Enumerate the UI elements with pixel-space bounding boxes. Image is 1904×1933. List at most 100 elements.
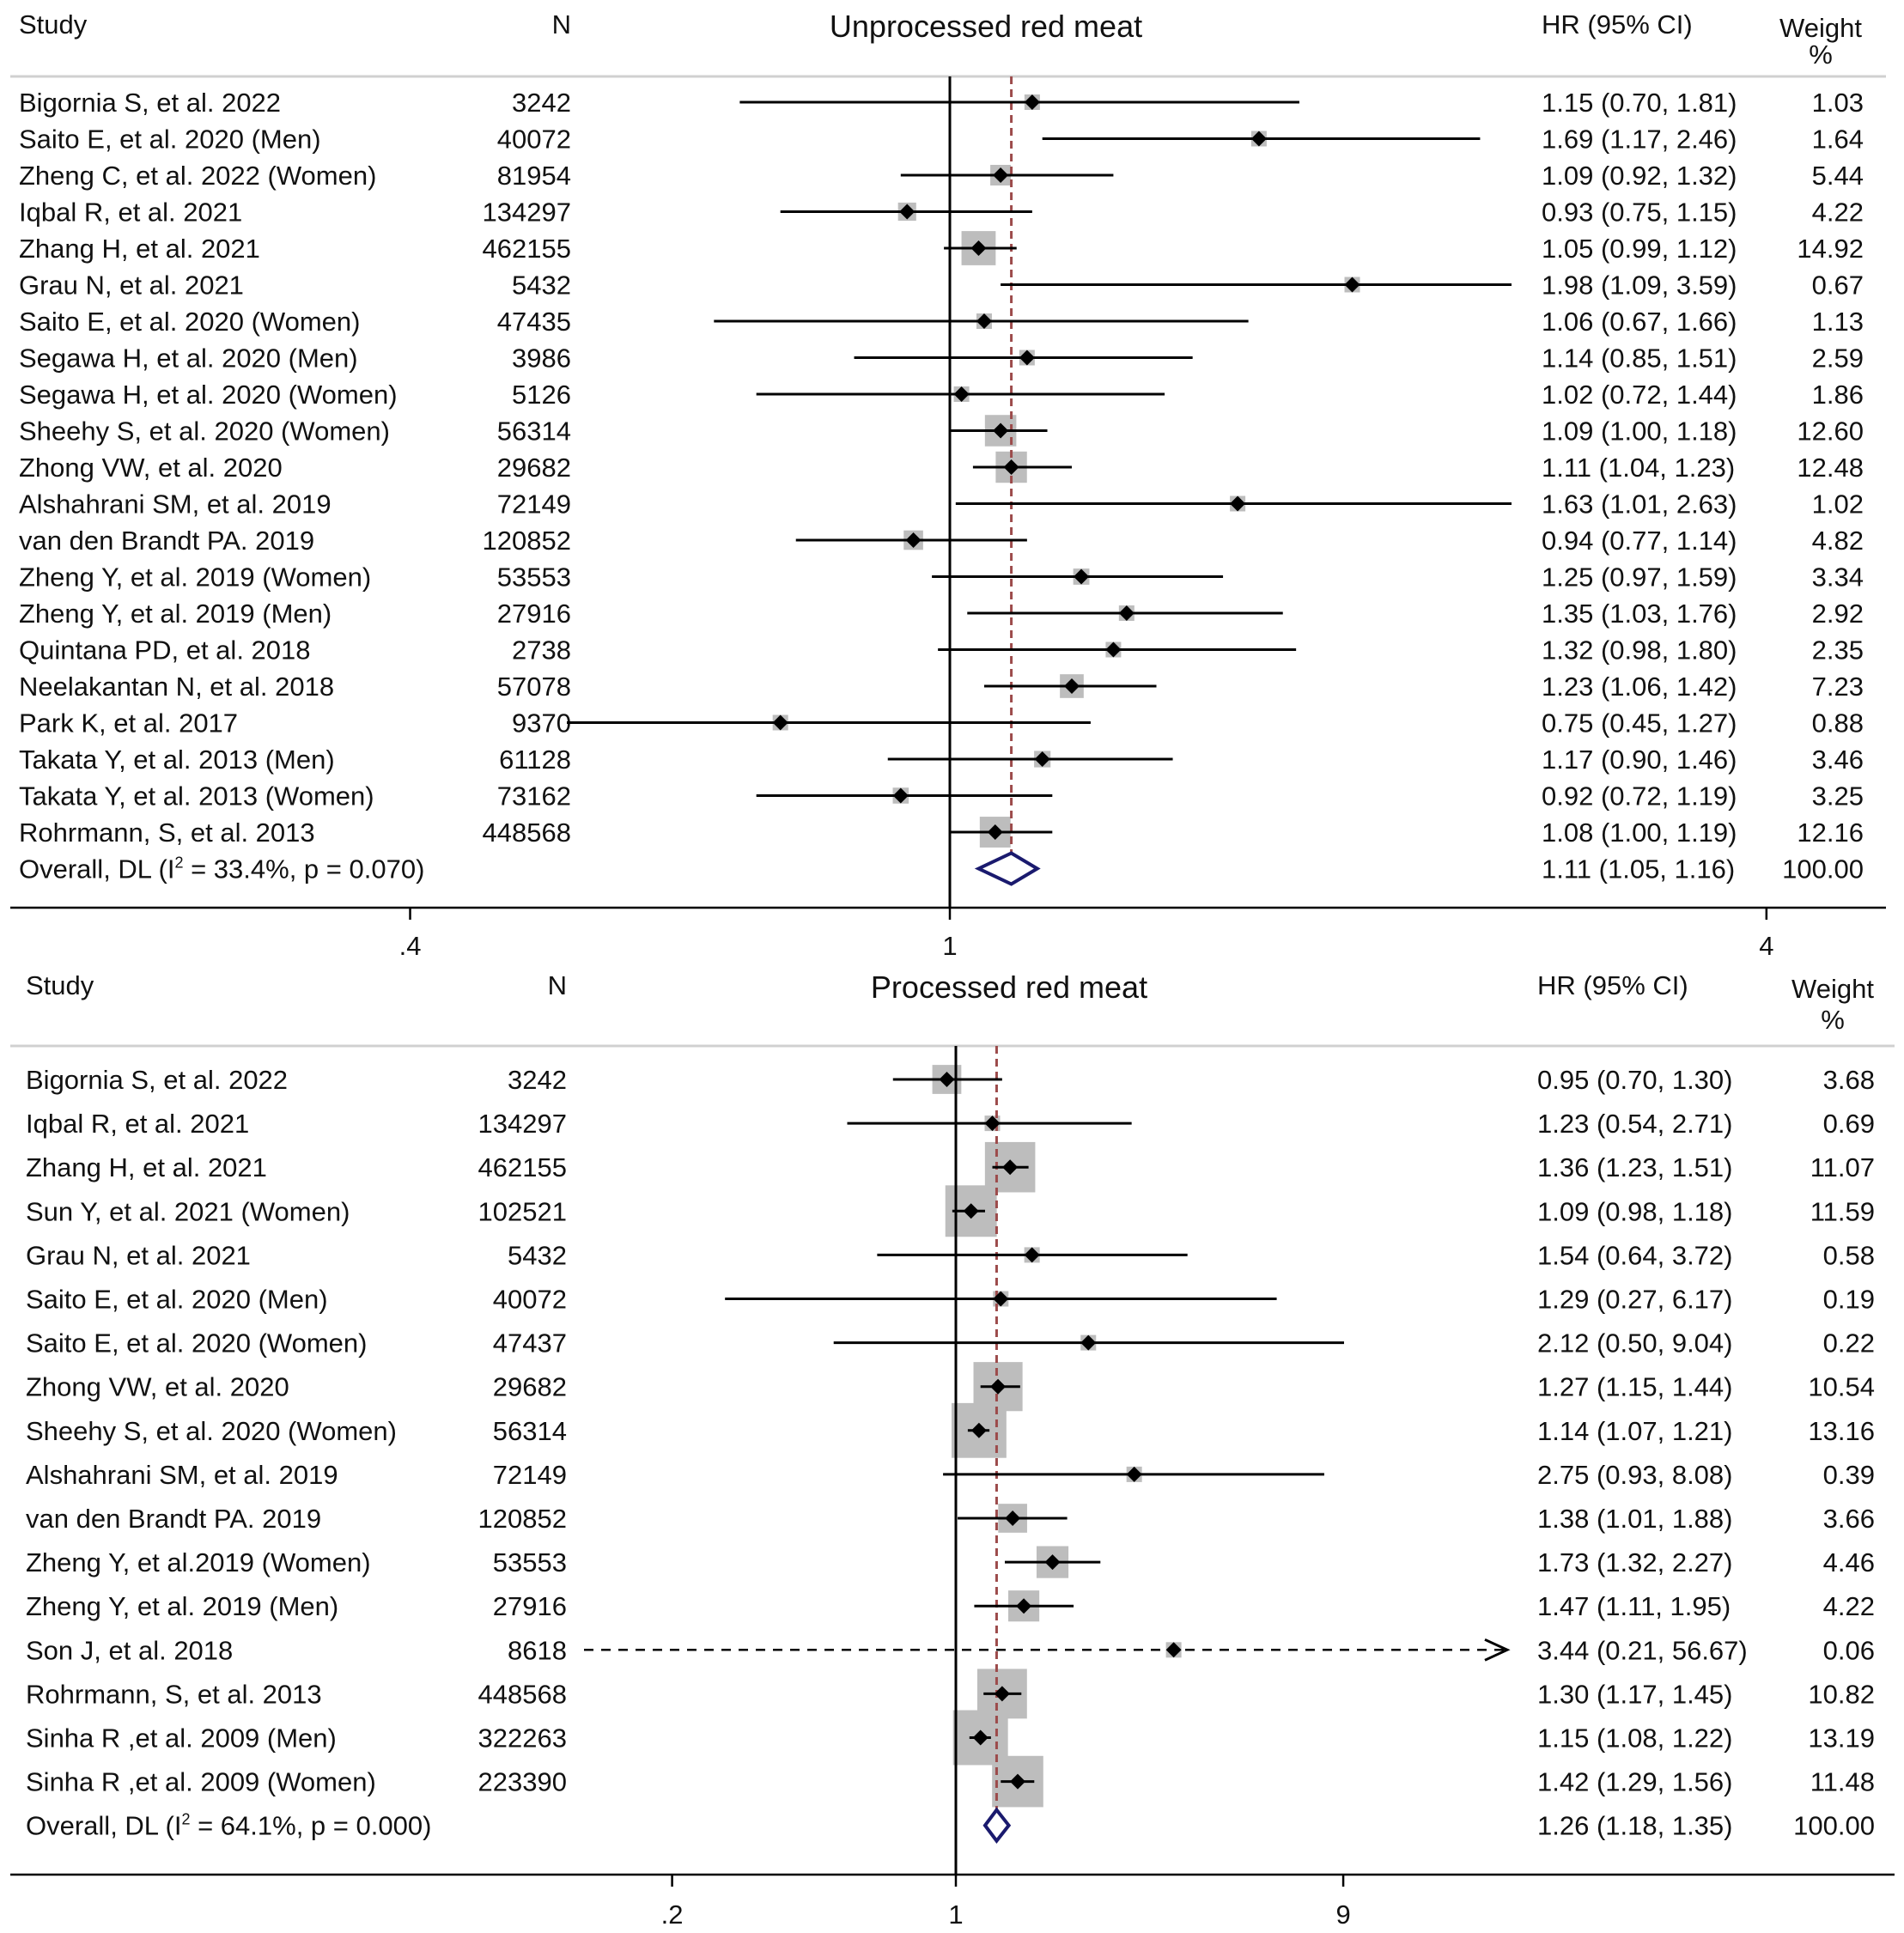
study-weight: 3.25 <box>1812 781 1864 811</box>
study-hr-ci: 1.36 (1.23, 1.51) <box>1537 1152 1733 1182</box>
study-weight: 3.68 <box>1823 1065 1875 1095</box>
study-hr-ci: 1.63 (1.01, 2.63) <box>1542 489 1737 520</box>
point-estimate <box>1126 1466 1142 1482</box>
study-n: 102521 <box>478 1196 567 1226</box>
study-n: 27916 <box>493 1591 567 1621</box>
study-n: 73162 <box>497 781 571 811</box>
study-label: Park K, et al. 2017 <box>19 708 238 739</box>
study-n: 134297 <box>483 198 571 228</box>
study-weight: 0.58 <box>1823 1240 1875 1270</box>
study-n: 9370 <box>512 708 571 739</box>
study-hr-ci: 1.08 (1.00, 1.19) <box>1542 818 1737 848</box>
study-hr-ci: 1.35 (1.03, 1.76) <box>1542 599 1737 629</box>
study-weight: 1.64 <box>1812 125 1864 155</box>
study-hr-ci: 1.23 (1.06, 1.42) <box>1542 672 1737 702</box>
study-hr-ci: 2.12 (0.50, 9.04) <box>1537 1328 1733 1359</box>
study-weight: 5.44 <box>1812 161 1864 191</box>
header-n: N <box>552 9 571 40</box>
study-n: 120852 <box>483 526 571 556</box>
study-n: 3242 <box>508 1065 567 1095</box>
study-n: 462155 <box>478 1152 567 1182</box>
study-weight: 3.66 <box>1823 1504 1875 1534</box>
study-n: 120852 <box>478 1504 567 1534</box>
point-estimate <box>1074 568 1090 585</box>
overall-hr-ci: 1.26 (1.18, 1.35) <box>1537 1811 1733 1841</box>
study-n: 29682 <box>493 1372 567 1402</box>
study-hr-ci: 1.09 (0.98, 1.18) <box>1537 1196 1733 1226</box>
study-hr-ci: 1.23 (0.54, 2.71) <box>1537 1109 1733 1139</box>
overall-weight: 100.00 <box>1793 1811 1875 1841</box>
study-hr-ci: 1.02 (0.72, 1.44) <box>1542 380 1737 410</box>
study-weight: 4.22 <box>1812 198 1864 228</box>
study-hr-ci: 1.05 (0.99, 1.12) <box>1542 234 1737 264</box>
study-n: 29682 <box>497 453 571 483</box>
point-estimate <box>1009 1773 1025 1790</box>
study-n: 223390 <box>478 1767 567 1797</box>
study-label: Rohrmann, S, et al. 2013 <box>26 1679 322 1709</box>
study-label: Zheng Y, et al. 2019 (Men) <box>26 1591 338 1621</box>
study-n: 56314 <box>493 1416 567 1446</box>
study-label: Sheehy S, et al. 2020 (Women) <box>19 416 390 447</box>
study-weight: 0.88 <box>1812 708 1864 739</box>
study-weight: 13.16 <box>1808 1416 1875 1446</box>
study-label: Bigornia S, et al. 2022 <box>26 1065 288 1095</box>
study-weight: 1.03 <box>1812 88 1864 118</box>
study-n: 448568 <box>483 818 571 848</box>
x-tick-label: 4 <box>1759 931 1773 961</box>
study-n: 57078 <box>497 672 571 702</box>
point-estimate <box>963 1203 979 1219</box>
point-estimate <box>1024 1247 1040 1263</box>
header-n: N <box>548 970 567 1000</box>
study-weight: 2.59 <box>1812 343 1864 374</box>
overall-weight: 100.00 <box>1782 854 1864 884</box>
study-weight: 12.60 <box>1797 416 1864 447</box>
study-weight: 11.07 <box>1810 1152 1875 1182</box>
point-estimate <box>1016 1598 1032 1614</box>
study-label: Neelakantan N, et al. 2018 <box>19 672 334 702</box>
study-weight: 14.92 <box>1797 234 1864 264</box>
x-tick-label: .2 <box>661 1900 684 1930</box>
study-label: Alshahrani SM, et al. 2019 <box>26 1460 338 1490</box>
point-estimate <box>1344 277 1360 293</box>
point-estimate <box>1019 350 1035 366</box>
study-hr-ci: 0.95 (0.70, 1.30) <box>1537 1065 1733 1095</box>
header-weight-percent: % <box>1821 1005 1845 1035</box>
study-hr-ci: 1.14 (0.85, 1.51) <box>1542 343 1737 374</box>
point-estimate <box>1230 495 1246 512</box>
study-weight: 1.02 <box>1812 489 1864 520</box>
study-hr-ci: 1.15 (1.08, 1.22) <box>1537 1723 1733 1754</box>
point-estimate <box>1105 641 1122 658</box>
study-label: Saito E, et al. 2020 (Women) <box>26 1328 367 1359</box>
overall-label: Overall, DL (I2 = 33.4%, p = 0.070) <box>19 854 424 884</box>
point-estimate <box>1044 1554 1061 1571</box>
point-estimate <box>899 204 916 220</box>
study-n: 3986 <box>512 343 571 374</box>
point-estimate <box>970 240 987 256</box>
header-weight-percent: % <box>1809 40 1833 70</box>
study-hr-ci: 1.30 (1.17, 1.45) <box>1537 1679 1733 1709</box>
point-estimate <box>1250 131 1267 147</box>
study-label: Saito E, et al. 2020 (Men) <box>26 1285 328 1315</box>
point-estimate <box>1005 1511 1021 1526</box>
study-n: 322263 <box>478 1723 567 1754</box>
panel-title: Processed red meat <box>871 970 1147 1005</box>
study-label: Sun Y, et al. 2021 (Women) <box>26 1196 350 1226</box>
point-estimate <box>987 824 1003 840</box>
study-n: 5432 <box>512 270 571 301</box>
study-label: Zhong VW, et al. 2020 <box>26 1372 289 1402</box>
study-weight: 11.59 <box>1810 1196 1875 1226</box>
point-estimate <box>972 1729 988 1746</box>
study-n: 72149 <box>497 489 571 520</box>
overall-label: Overall, DL (I2 = 64.1%, p = 0.000) <box>26 1811 431 1841</box>
study-hr-ci: 1.25 (0.97, 1.59) <box>1542 562 1737 593</box>
study-label: Segawa H, et al. 2020 (Women) <box>19 380 398 410</box>
study-label: Zhang H, et al. 2021 <box>19 234 260 264</box>
study-label: van den Brandt PA. 2019 <box>26 1504 321 1534</box>
study-hr-ci: 1.54 (0.64, 3.72) <box>1537 1240 1733 1270</box>
study-n: 2738 <box>512 635 571 666</box>
study-label: Alshahrani SM, et al. 2019 <box>19 489 332 520</box>
study-hr-ci: 0.92 (0.72, 1.19) <box>1542 781 1737 811</box>
study-label: Takata Y, et al. 2013 (Women) <box>19 781 374 811</box>
